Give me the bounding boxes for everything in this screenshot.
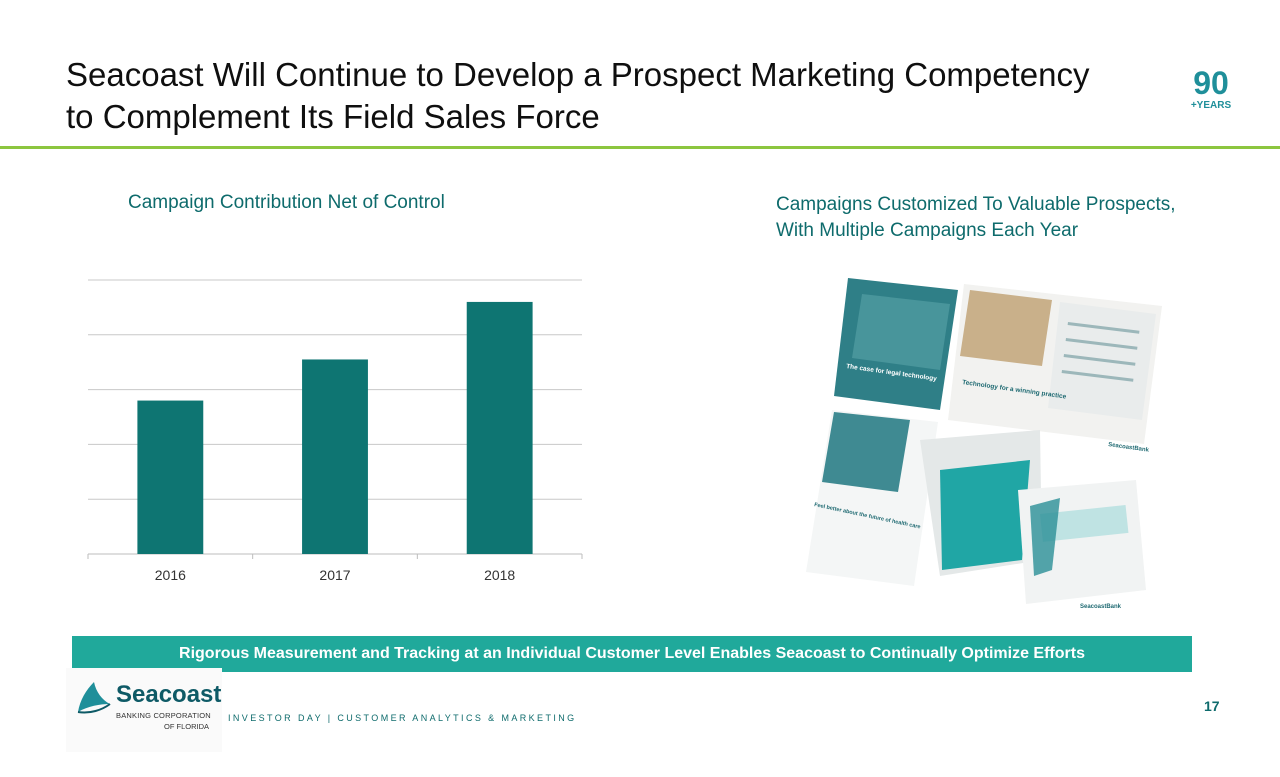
- title-line-1: Seacoast Will Continue to Develop a Pros…: [66, 56, 1090, 93]
- campaign-contribution-chart: 2016 2017 2018: [87, 279, 583, 583]
- ninety-years-badge: 90 +YEARS: [1191, 65, 1232, 111]
- envelope-brand: SeacoastBank: [1080, 604, 1122, 610]
- seacoast-logo: [66, 668, 222, 752]
- x-tick-label-2017: 2017: [319, 567, 350, 583]
- title-divider: [0, 146, 1280, 149]
- footer-label: INVESTOR DAY | CUSTOMER ANALYTICS & MARK…: [228, 713, 577, 723]
- sail-icon: [77, 682, 111, 714]
- brochure-technology: Technology for a winning practice Seacoa…: [948, 284, 1162, 454]
- bar-2016: [137, 400, 204, 554]
- campaigns-heading-line-1: Campaigns Customized To Valuable Prospec…: [776, 194, 1176, 215]
- bar-2017: [302, 359, 368, 554]
- brochure-legal: The case for legal technology: [834, 278, 958, 410]
- page-number: 17: [1204, 698, 1220, 714]
- x-tick-label-2016: 2016: [155, 567, 186, 583]
- key-message-banner: Rigorous Measurement and Tracking at an …: [72, 636, 1192, 672]
- campaigns-heading: Campaigns Customized To Valuable Prospec…: [776, 192, 1236, 244]
- brochure-technology-brand: SeacoastBank: [1108, 442, 1150, 454]
- logo-subtitle-1: BANKING CORPORATION: [116, 711, 211, 720]
- badge-text: +YEARS: [1191, 100, 1232, 111]
- badge-number: 90: [1193, 65, 1229, 101]
- brochure-health: Feel better about the future of health c…: [806, 410, 938, 586]
- logo-subtitle-2: OF FLORIDA: [164, 722, 210, 731]
- campaigns-heading-line-2: With Multiple Campaigns Each Year: [776, 220, 1079, 241]
- logo-name: Seacoast: [116, 681, 222, 708]
- bar-2018: [466, 301, 533, 554]
- campaign-brochures-image: The case for legal technology Technology…: [806, 278, 1162, 610]
- slide-title: Seacoast Will Continue to Develop a Pros…: [66, 54, 1176, 138]
- title-line-2: to Complement Its Field Sales Force: [66, 98, 600, 135]
- envelopes: SeacoastBank: [920, 430, 1146, 610]
- chart-heading: Campaign Contribution Net of Control: [128, 192, 445, 213]
- x-tick-label-2018: 2018: [484, 567, 515, 583]
